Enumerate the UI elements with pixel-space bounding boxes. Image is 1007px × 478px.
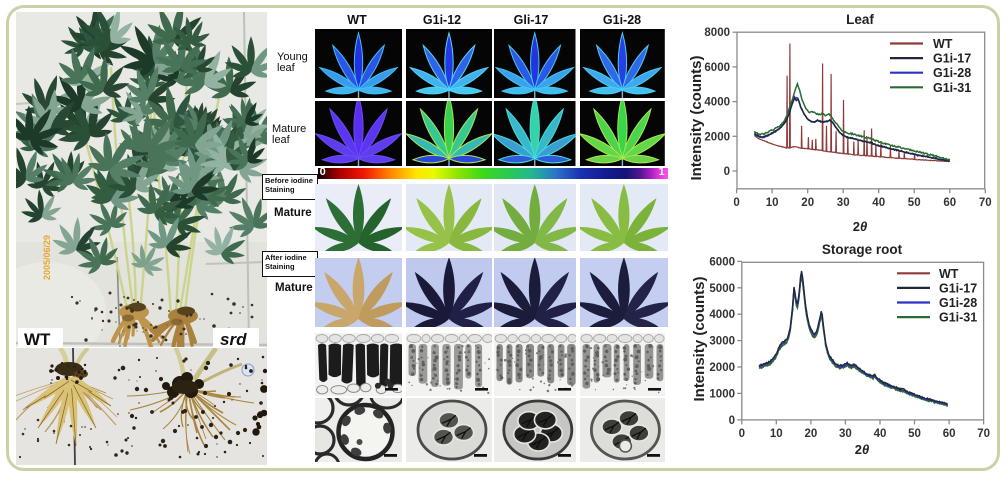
svg-text:6000: 6000	[709, 256, 735, 268]
svg-text:WT: WT	[24, 330, 51, 347]
svg-text:60: 60	[943, 197, 956, 209]
svg-text:0: 0	[739, 428, 745, 440]
svg-text:Leaf: Leaf	[846, 12, 874, 27]
svg-text:2000: 2000	[709, 362, 735, 374]
svg-text:4000: 4000	[709, 309, 735, 321]
svg-text:30: 30	[837, 197, 850, 209]
svg-text:50: 50	[908, 428, 921, 440]
svg-text:4000: 4000	[704, 97, 730, 109]
svg-text:60: 60	[943, 428, 956, 440]
svg-text:G1i-31: G1i-31	[933, 81, 971, 95]
svg-text:G1i-31: G1i-31	[939, 311, 977, 325]
svg-text:WT: WT	[933, 37, 953, 51]
svg-text:10: 10	[766, 197, 779, 209]
svg-text:2000: 2000	[704, 131, 730, 143]
svg-text:G1i-28: G1i-28	[933, 66, 971, 80]
svg-text:40: 40	[874, 428, 887, 440]
svg-text:8000: 8000	[704, 27, 730, 39]
svg-text:Intensity (counts): Intensity (counts)	[691, 276, 708, 401]
svg-text:2θ: 2θ	[855, 442, 869, 457]
svg-text:50: 50	[908, 197, 921, 209]
svg-text:0: 0	[724, 166, 730, 178]
svg-text:1000: 1000	[709, 388, 735, 400]
svg-text:WT: WT	[939, 267, 959, 281]
svg-text:2θ: 2θ	[853, 219, 867, 234]
svg-text:0: 0	[729, 415, 735, 427]
svg-text:srd: srd	[220, 330, 247, 347]
svg-text:Intensity (counts): Intensity (counts)	[688, 55, 705, 180]
svg-text:70: 70	[977, 428, 990, 440]
svg-text:Storage root: Storage root	[822, 242, 903, 257]
svg-text:G1i-28: G1i-28	[939, 296, 977, 310]
svg-text:70: 70	[979, 197, 992, 209]
svg-text:20: 20	[801, 197, 814, 209]
svg-text:20: 20	[805, 428, 818, 440]
svg-text:5000: 5000	[709, 283, 735, 295]
svg-text:2005/06/29: 2005/06/29	[42, 235, 52, 280]
svg-text:G1i-17: G1i-17	[933, 52, 971, 66]
svg-text:40: 40	[872, 197, 885, 209]
svg-text:G1i-17: G1i-17	[939, 281, 977, 295]
svg-text:0: 0	[733, 197, 739, 209]
svg-text:6000: 6000	[704, 62, 730, 74]
svg-text:30: 30	[839, 428, 852, 440]
svg-text:3000: 3000	[709, 336, 735, 348]
svg-text:10: 10	[770, 428, 783, 440]
